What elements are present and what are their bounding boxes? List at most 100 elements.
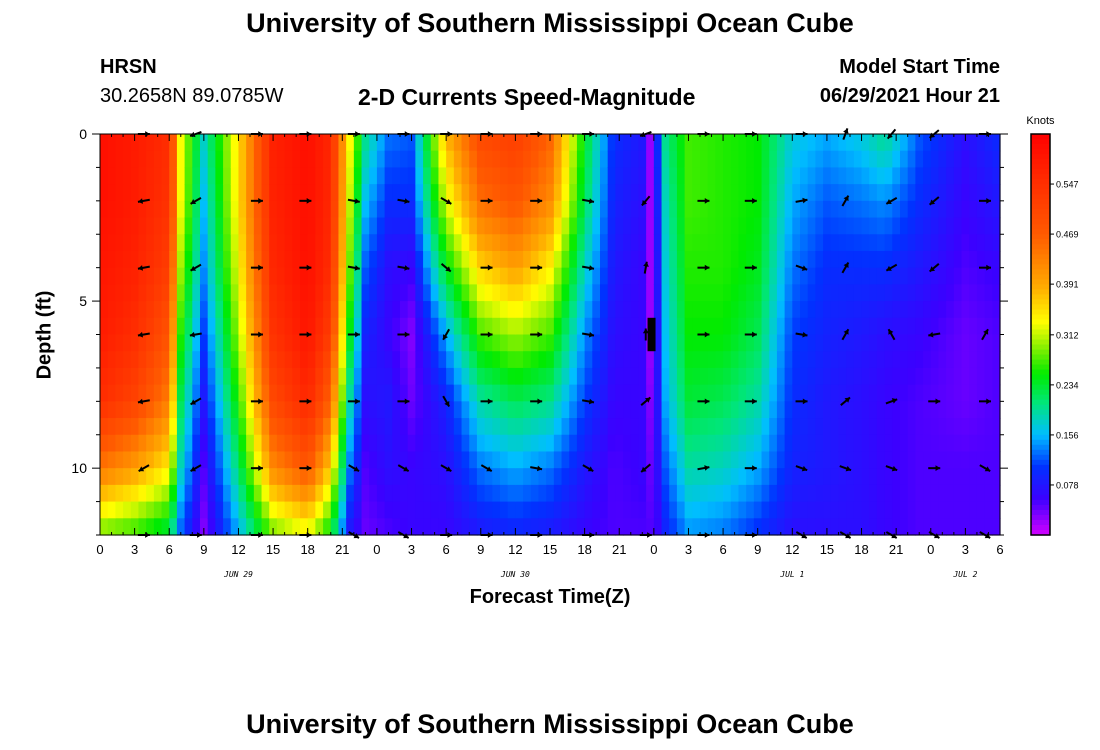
- heatmap-cell: [738, 267, 747, 285]
- heatmap-cell: [823, 150, 832, 169]
- heatmap-cell: [876, 217, 886, 235]
- arrow-head: [587, 466, 594, 472]
- heatmap-cell: [576, 501, 586, 519]
- x-tick-label: 6: [166, 542, 173, 557]
- heatmap-cell: [138, 317, 147, 336]
- heatmap-cell: [284, 234, 293, 252]
- heatmap-cell: [438, 200, 447, 219]
- colorbar-segment: [1031, 409, 1050, 416]
- heatmap-cell: [707, 501, 716, 519]
- heatmap-cell: [961, 484, 970, 503]
- heatmap-cell: [884, 351, 893, 369]
- heatmap-cell: [330, 401, 340, 419]
- heatmap-cell: [984, 451, 993, 469]
- heatmap-cell: [746, 200, 755, 219]
- heatmap-cell: [830, 134, 840, 152]
- heatmap-cell: [615, 384, 624, 402]
- heatmap-cell: [492, 184, 501, 202]
- heatmap-cell: [176, 184, 186, 202]
- heatmap-cell: [900, 150, 909, 169]
- heatmap-cell: [392, 434, 401, 453]
- heatmap-cell: [223, 384, 232, 402]
- page-title: University of Southern Mississippi Ocean…: [246, 8, 854, 38]
- heatmap-cell: [130, 184, 140, 202]
- heatmap-cell: [553, 518, 563, 536]
- heatmap-cell: [276, 484, 286, 503]
- heatmap-cell: [738, 301, 747, 319]
- heatmap-cell: [353, 501, 363, 519]
- heatmap-cell: [238, 334, 247, 352]
- arrow-head: [189, 331, 195, 338]
- heatmap-cell: [115, 217, 124, 235]
- heatmap-cell: [184, 301, 193, 319]
- heatmap-cell: [438, 250, 447, 269]
- heatmap-cell: [961, 317, 970, 336]
- heatmap-cell: [361, 384, 370, 402]
- heatmap-cell: [184, 267, 193, 285]
- heatmap-cell: [546, 234, 555, 252]
- heatmap-cell: [284, 351, 293, 369]
- arrow-head: [986, 264, 991, 271]
- heatmap-cell: [446, 334, 455, 352]
- current-arrow: [397, 464, 410, 473]
- colorbar-segment: [1031, 214, 1050, 220]
- heatmap-cell: [538, 267, 547, 285]
- heatmap-cell: [384, 451, 393, 469]
- heatmap-cell: [476, 451, 486, 469]
- heatmap-cell: [469, 334, 478, 352]
- heatmap-cell: [123, 501, 132, 519]
- heatmap-cell: [423, 434, 432, 453]
- heatmap-cell: [107, 518, 116, 536]
- arrow-head: [588, 198, 594, 204]
- heatmap-cell: [715, 418, 724, 436]
- arrow-head: [404, 331, 410, 338]
- heatmap-cell: [415, 334, 424, 352]
- heatmap-cell: [392, 301, 401, 319]
- current-arrow: [190, 464, 202, 473]
- x-tick-label: 3: [408, 542, 415, 557]
- colorbar-segment: [1031, 229, 1050, 235]
- heatmap-cell: [330, 200, 340, 219]
- heatmap-cell: [346, 501, 355, 519]
- heatmap-cell: [576, 134, 586, 152]
- heatmap-cell: [238, 484, 247, 503]
- colorbar-segment: [1031, 334, 1050, 341]
- heatmap-cell: [923, 501, 932, 519]
- heatmap-cell: [338, 434, 347, 453]
- heatmap-cell: [823, 334, 832, 352]
- heatmap-cell: [230, 284, 240, 302]
- heatmap-cell: [500, 418, 509, 436]
- heatmap-cell: [369, 518, 378, 536]
- heatmap-cell: [276, 217, 286, 235]
- heatmap-cell: [738, 468, 747, 486]
- heatmap-cell: [569, 468, 578, 486]
- heatmap-cell: [384, 317, 393, 336]
- heatmap-cell: [207, 434, 216, 453]
- heatmap-cell: [107, 484, 116, 503]
- heatmap-cell: [907, 134, 916, 152]
- heatmap-cell: [707, 334, 716, 352]
- heatmap-cell: [830, 250, 840, 269]
- heatmap-cell: [346, 351, 355, 369]
- heatmap-cell: [353, 367, 363, 386]
- heatmap-cell: [130, 267, 140, 285]
- heatmap-cell: [692, 418, 701, 436]
- heatmap-cell: [792, 501, 801, 519]
- heatmap-cell: [653, 150, 663, 169]
- heatmap-cell: [592, 167, 601, 185]
- heatmap-cell: [407, 250, 416, 269]
- heatmap-cell: [269, 367, 278, 386]
- heatmap-cell: [569, 384, 578, 402]
- heatmap-cell: [700, 250, 709, 269]
- heatmap-cell: [923, 150, 932, 169]
- heatmap-cell: [746, 317, 755, 336]
- heatmap-cell: [561, 351, 570, 369]
- heatmap-cell: [769, 184, 778, 202]
- heatmap-cell: [615, 150, 624, 169]
- heatmap-cell: [330, 317, 340, 336]
- heatmap-cell: [484, 434, 493, 453]
- heatmap-cell: [223, 217, 232, 235]
- heatmap-cell: [892, 284, 901, 302]
- heatmap-cell: [776, 334, 786, 352]
- heatmap-cell: [361, 134, 370, 152]
